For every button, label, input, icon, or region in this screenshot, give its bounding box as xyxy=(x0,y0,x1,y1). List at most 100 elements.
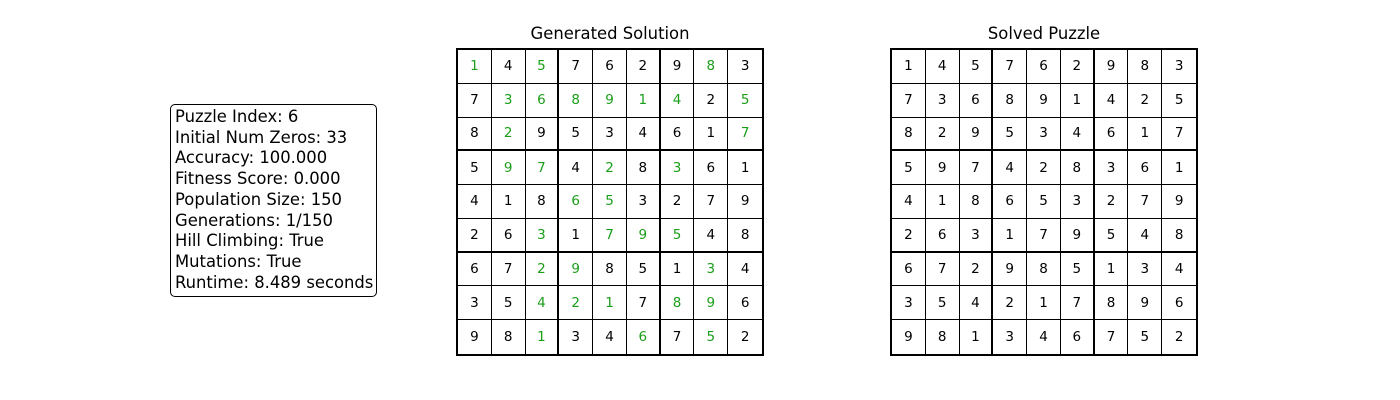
sudoku-cell: 8 xyxy=(694,50,729,84)
sudoku-cell: 3 xyxy=(993,320,1028,354)
sudoku-cell: 8 xyxy=(660,286,695,321)
sudoku-cell: 9 xyxy=(559,252,594,287)
sudoku-cell: 8 xyxy=(1128,50,1163,84)
sudoku-cell: 4 xyxy=(660,83,695,118)
sudoku-cell: 2 xyxy=(1128,83,1163,118)
sudoku-cell: 1 xyxy=(559,218,594,253)
sudoku-cell: 7 xyxy=(525,151,560,186)
sudoku-cell: 1 xyxy=(491,185,526,219)
sudoku-cell: 7 xyxy=(1162,118,1196,152)
sudoku-cell: 5 xyxy=(593,185,627,219)
sudoku-cell: 1 xyxy=(892,50,926,84)
sudoku-cell: 3 xyxy=(1128,252,1163,287)
sudoku-cell: 6 xyxy=(1128,151,1163,186)
sudoku-cell: 6 xyxy=(993,185,1028,219)
sudoku-cell: 6 xyxy=(1162,286,1196,321)
sudoku-cell: 4 xyxy=(626,117,661,152)
sudoku-cell: 7 xyxy=(559,50,594,84)
sudoku-cell: 4 xyxy=(593,320,627,354)
puzzle-index-label: Puzzle Index: 6 xyxy=(175,107,299,126)
sudoku-cell: 1 xyxy=(993,218,1028,253)
sudoku-cell: 8 xyxy=(1094,286,1129,321)
sudoku-cell: 7 xyxy=(1128,185,1163,219)
sudoku-cell: 8 xyxy=(959,185,994,219)
sudoku-cell: 4 xyxy=(491,50,526,84)
sudoku-cell: 7 xyxy=(925,252,960,287)
sudoku-cell: 9 xyxy=(1128,286,1163,321)
sudoku-cell: 3 xyxy=(1060,185,1095,219)
sudoku-cell: 2 xyxy=(925,117,960,152)
sudoku-cell: 5 xyxy=(892,151,926,186)
sudoku-cell: 1 xyxy=(526,320,560,354)
sudoku-cell: 2 xyxy=(1174,329,1184,346)
sudoku-cell: 5 xyxy=(1027,185,1061,219)
mutations-label: Mutations: True xyxy=(175,251,302,271)
generated-solution-title: Generated Solution xyxy=(530,24,690,43)
sudoku-cell: 6 xyxy=(559,185,594,219)
sudoku-cell: 6 xyxy=(1094,117,1129,152)
sudoku-cell: 7 xyxy=(593,218,627,253)
sudoku-cell: 4 xyxy=(559,151,594,186)
sudoku-cell: 2 xyxy=(993,286,1028,321)
sudoku-cell: 9 xyxy=(626,218,661,253)
sudoku-cell: 7 xyxy=(993,50,1028,84)
sudoku-cell: 4 xyxy=(993,151,1028,186)
sudoku-cell: 1 xyxy=(1094,252,1129,287)
sudoku-cell: 2 xyxy=(1060,50,1095,84)
sudoku-cell: 9 xyxy=(1027,83,1061,118)
sudoku-cell: 5 xyxy=(525,50,560,84)
sudoku-cell: 9 xyxy=(525,117,560,152)
sudoku-cell: 9 xyxy=(458,320,492,354)
sudoku-cell: 6 xyxy=(593,50,627,84)
sudoku-cell: 1 xyxy=(960,320,994,354)
sudoku-cell: 8 xyxy=(993,83,1028,118)
sudoku-cell: 6 xyxy=(892,252,926,287)
sudoku-cell: 2 xyxy=(593,151,627,186)
sudoku-cell: 2 xyxy=(959,252,994,287)
sudoku-cell: 5 xyxy=(1128,320,1163,354)
sudoku-cell: 8 xyxy=(1162,219,1196,253)
sudoku-cell: 6 xyxy=(458,252,492,287)
sudoku-cell: 4 xyxy=(1094,83,1129,118)
sudoku-cell: 3 xyxy=(892,286,926,321)
sudoku-cell: 5 xyxy=(660,218,695,253)
sudoku-cell: 3 xyxy=(694,252,729,287)
sudoku-cell: 1 xyxy=(1060,83,1095,118)
sudoku-cell: 5 xyxy=(993,117,1028,152)
sudoku-cell: 3 xyxy=(925,83,960,118)
sudoku-cell: 8 xyxy=(458,117,492,152)
sudoku-cell: 1 xyxy=(1128,117,1163,152)
sudoku-cell: 6 xyxy=(1027,50,1061,84)
sudoku-cell: 5 xyxy=(1060,252,1095,287)
hill-climbing-label: Hill Climbing: True xyxy=(175,231,325,251)
sudoku-cell: 9 xyxy=(892,320,926,354)
sudoku-cell: 4 xyxy=(925,50,960,84)
sudoku-cell: 9 xyxy=(993,252,1028,287)
sudoku-cell: 4 xyxy=(525,286,560,321)
sudoku-cell: 8 xyxy=(728,219,762,253)
sudoku-cell: 2 xyxy=(740,329,750,346)
sudoku-cell: 7 xyxy=(491,252,526,287)
sudoku-cell: 5 xyxy=(1094,218,1129,253)
sudoku-cell: 5 xyxy=(728,84,762,118)
sudoku-cell: 7 xyxy=(458,83,492,118)
sudoku-cell: 9 xyxy=(694,286,729,321)
sudoku-cell: 7 xyxy=(1027,218,1061,253)
sudoku-cell: 8 xyxy=(559,83,594,118)
sudoku-cell: 9 xyxy=(1060,218,1095,253)
sudoku-cell: 3 xyxy=(525,218,560,253)
sudoku-cell: 6 xyxy=(959,83,994,118)
sudoku-cell: 1 xyxy=(694,117,729,152)
initial-num-zeros-label: Initial Num Zeros: 33 xyxy=(175,127,348,147)
sudoku-cell: 8 xyxy=(626,151,661,186)
sudoku-cell: 4 xyxy=(1060,117,1095,152)
sudoku-cell: 2 xyxy=(1027,151,1061,186)
sudoku-cell: 5 xyxy=(959,50,994,84)
sudoku-cell: 3 xyxy=(1094,151,1129,186)
sudoku-cell: 1 xyxy=(925,185,960,219)
sudoku-cell: 4 xyxy=(728,253,762,287)
population-size-label: Population Size: 150 xyxy=(175,189,342,209)
sudoku-cell: 6 xyxy=(627,320,661,354)
sudoku-cell: 2 xyxy=(892,218,926,253)
